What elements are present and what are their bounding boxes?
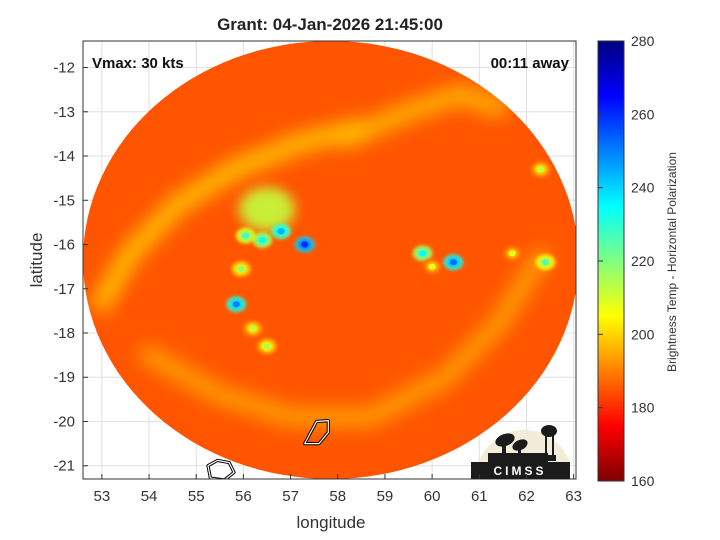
y-tick-label: -13 xyxy=(53,104,75,121)
colorbar-tick-label: 220 xyxy=(631,253,655,269)
y-tick-label: -21 xyxy=(53,458,75,475)
logo-text: CIMSS xyxy=(493,464,546,478)
plot-frame xyxy=(82,40,577,480)
cold-cell xyxy=(231,260,252,277)
colorbar-tick-label: 160 xyxy=(631,473,655,489)
y-tick-label: -17 xyxy=(53,281,75,298)
colorbar-tick-label: 180 xyxy=(631,400,655,416)
cold-cell xyxy=(535,254,556,271)
eta-annotation: 00:11 away xyxy=(491,55,570,72)
logo-dish-icon xyxy=(488,433,548,462)
cold-cell xyxy=(502,245,523,262)
land-outlines xyxy=(206,419,330,479)
colorbar-tick-label: 200 xyxy=(631,326,655,342)
y-tick-label: -14 xyxy=(53,148,75,165)
x-tick-label: 57 xyxy=(282,488,299,505)
y-tick-label: -19 xyxy=(53,369,75,386)
cold-cell xyxy=(252,232,273,249)
logo-banner xyxy=(471,462,570,479)
cold-cell xyxy=(530,161,551,178)
cold-cell xyxy=(256,338,277,355)
x-tick-label: 59 xyxy=(377,488,394,505)
x-axis-ticks: 53 54 55 56 57 58 59 60 61 62 63 xyxy=(94,474,582,505)
x-tick-label: 58 xyxy=(329,488,346,505)
colorbar-tick-label: 240 xyxy=(631,180,655,196)
x-tick-label: 63 xyxy=(565,488,582,505)
x-axis-label: longitude xyxy=(296,513,365,532)
cold-cell xyxy=(235,227,256,244)
rain-band xyxy=(91,119,367,312)
x-tick-label: 56 xyxy=(235,488,252,505)
x-tick-label: 60 xyxy=(424,488,441,505)
warm-patch xyxy=(238,187,295,232)
cold-cell xyxy=(242,320,263,337)
cold-cell xyxy=(271,223,292,240)
land-outline-inner xyxy=(207,459,235,479)
y-tick-label: -20 xyxy=(53,413,75,430)
convective-cells xyxy=(226,161,556,355)
rain-band xyxy=(337,84,509,149)
cold-cell xyxy=(226,296,247,313)
cold-cell xyxy=(412,245,433,262)
colorbar-label: Brightness Temp - Horizontal Polarizatio… xyxy=(665,152,679,372)
y-axis-label: latitude xyxy=(27,233,46,288)
logo-water-tower-icon xyxy=(541,425,557,461)
colorbar-ticks: 160 180 200 220 240 260 280 xyxy=(598,33,655,489)
rain-bands xyxy=(91,84,551,428)
cimss-logo: CIMSS xyxy=(471,425,571,479)
microwave-swath xyxy=(83,41,576,479)
colorbar-tick-label: 260 xyxy=(631,106,655,122)
y-tick-label: -15 xyxy=(53,192,75,209)
cold-cell xyxy=(294,236,315,253)
x-tick-label: 61 xyxy=(471,488,488,505)
cold-cell xyxy=(443,254,464,271)
y-tick-label: -12 xyxy=(53,60,75,77)
rain-band xyxy=(139,247,551,428)
cold-cell xyxy=(422,258,443,275)
x-tick-label: 55 xyxy=(188,488,205,505)
x-tick-label: 54 xyxy=(141,488,158,505)
x-tick-label: 53 xyxy=(94,488,111,505)
y-tick-label: -16 xyxy=(53,237,75,254)
colorbar-tick-label: 280 xyxy=(631,33,655,49)
chart-title: Grant: 04-Jan-2026 21:45:00 xyxy=(217,15,443,34)
x-tick-label: 62 xyxy=(518,488,535,505)
vmax-annotation: Vmax: 30 kts xyxy=(92,55,184,72)
y-tick-label: -18 xyxy=(53,325,75,342)
y-axis-ticks: -12 -13 -14 -15 -16 -17 -18 -19 -20 -21 xyxy=(53,60,88,475)
land-outline-inner xyxy=(304,420,329,445)
